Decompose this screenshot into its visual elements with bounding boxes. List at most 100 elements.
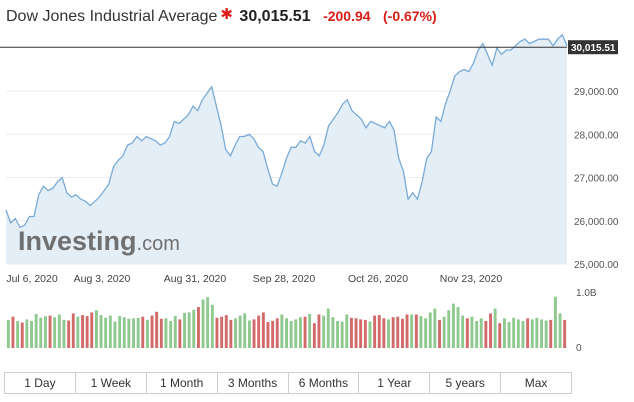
volume-bar [493,308,497,348]
x-tick-label: Jul 6, 2020 [6,273,58,285]
volume-bar [340,321,344,348]
volume-bar [81,315,84,348]
volume-bar [62,319,66,348]
volume-bar [248,320,251,348]
y-tick-label: 27,000.00 [574,174,619,185]
volume-bar [48,315,52,348]
volume-bar [387,319,390,348]
volume-bar [526,318,530,348]
volume-bar [183,312,186,348]
volume-bar [475,321,479,348]
volume-bar [122,317,126,348]
volume-bar [331,317,335,348]
volume-bar [99,315,103,348]
volume-bar [368,321,372,348]
volume-bar [6,319,10,348]
volume-bar [150,315,154,348]
volume-bar [118,316,122,348]
volume-bar [169,321,173,348]
volume-bar [336,321,339,348]
volume-bar [438,319,441,348]
volume-bar [95,310,98,348]
price-change: -200.94 [323,8,371,24]
volume-bar [558,313,562,348]
volume-bar [489,313,492,348]
volume-bar [67,320,71,348]
volume-bar [53,317,57,348]
price-chart[interactable]: Investing.com 25,000.00 26,000.00 27,000.0… [0,28,634,358]
volume-bar [234,318,237,348]
x-tick-label: Oct 26, 2020 [348,273,408,285]
price-change-percent: (-0.67%) [383,8,437,24]
volume-bar [39,317,43,348]
x-tick-label: Nov 23, 2020 [440,273,503,285]
volume-bar [30,321,33,348]
volume-bar [308,314,312,348]
volume-bar [377,315,381,348]
last-price-tag: 30,015.51 [568,40,618,55]
volume-bar [187,312,191,348]
range-button-1-week[interactable]: 1 Week [75,373,147,393]
volume-bar [146,319,149,348]
volume-bar [544,320,548,348]
volume-bars [6,296,567,348]
volume-bar [243,313,247,348]
y-tick-label: 28,000.00 [574,130,619,141]
volume-bar [322,315,326,348]
volume-bar [424,318,428,348]
star-icon: ✱ [220,6,233,23]
last-price: 30,015.51 [239,8,311,25]
volume-bar [359,319,363,348]
volume-bar [141,316,145,348]
volume-bar [447,310,451,348]
volume-bar [215,317,219,348]
range-button-3-months[interactable]: 3 Months [217,373,289,393]
volume-bar [44,316,47,348]
range-button-1-month[interactable]: 1 Month [146,373,218,393]
volume-bar [257,315,261,348]
volume-bar [136,317,140,348]
volume-bar [442,316,446,348]
volume-bar [354,318,358,348]
volume-bar [391,317,395,348]
volume-bar [535,317,539,348]
volume-bar [294,319,298,348]
watermark-text: Investing.com [18,226,180,256]
volume-bar [414,314,418,348]
volume-bar [363,319,367,348]
y-tick-label: 26,000.00 [574,217,619,228]
volume-bar [461,315,465,348]
x-tick-label: Sep 28, 2020 [253,273,316,285]
quote-header: Dow Jones Industrial Average ✱ 30,015.51 … [6,5,437,27]
volume-bar [34,314,38,348]
volume-bar [206,297,210,348]
volume-bar [173,316,177,348]
y-tick-label: 29,000.00 [574,87,619,98]
volume-bar [540,319,543,348]
volume-bar [521,321,525,348]
x-axis: Jul 6, 2020 Aug 3, 2020 Aug 31, 2020 Sep 28… [6,273,502,285]
last-price-tag-label: 30,015.51 [571,43,616,54]
range-button-6-months[interactable]: 6 Months [288,373,360,393]
y-tick-label: 25,000.00 [574,260,619,271]
volume-bar [197,307,200,348]
volume-bar [224,315,228,348]
volume-bar [396,316,400,348]
volume-bar [11,316,15,348]
volume-bar [433,308,437,348]
volume-bar [326,308,330,348]
volume-bar [373,315,377,348]
volume-bar [452,303,455,348]
volume-bar [57,314,61,348]
range-button-5-years[interactable]: 5 years [430,373,502,393]
investing-logo: Investing.com [18,226,180,256]
volume-bar [512,317,516,348]
range-button-1-year[interactable]: 1 Year [359,373,431,393]
volume-bar [456,307,460,348]
volume-bar [252,319,256,348]
range-button-max[interactable]: Max [501,373,571,393]
volume-bar [428,312,432,348]
volume-bar [192,309,196,348]
volume-bar [345,314,349,348]
range-button-1-day[interactable]: 1 Day [5,373,76,393]
